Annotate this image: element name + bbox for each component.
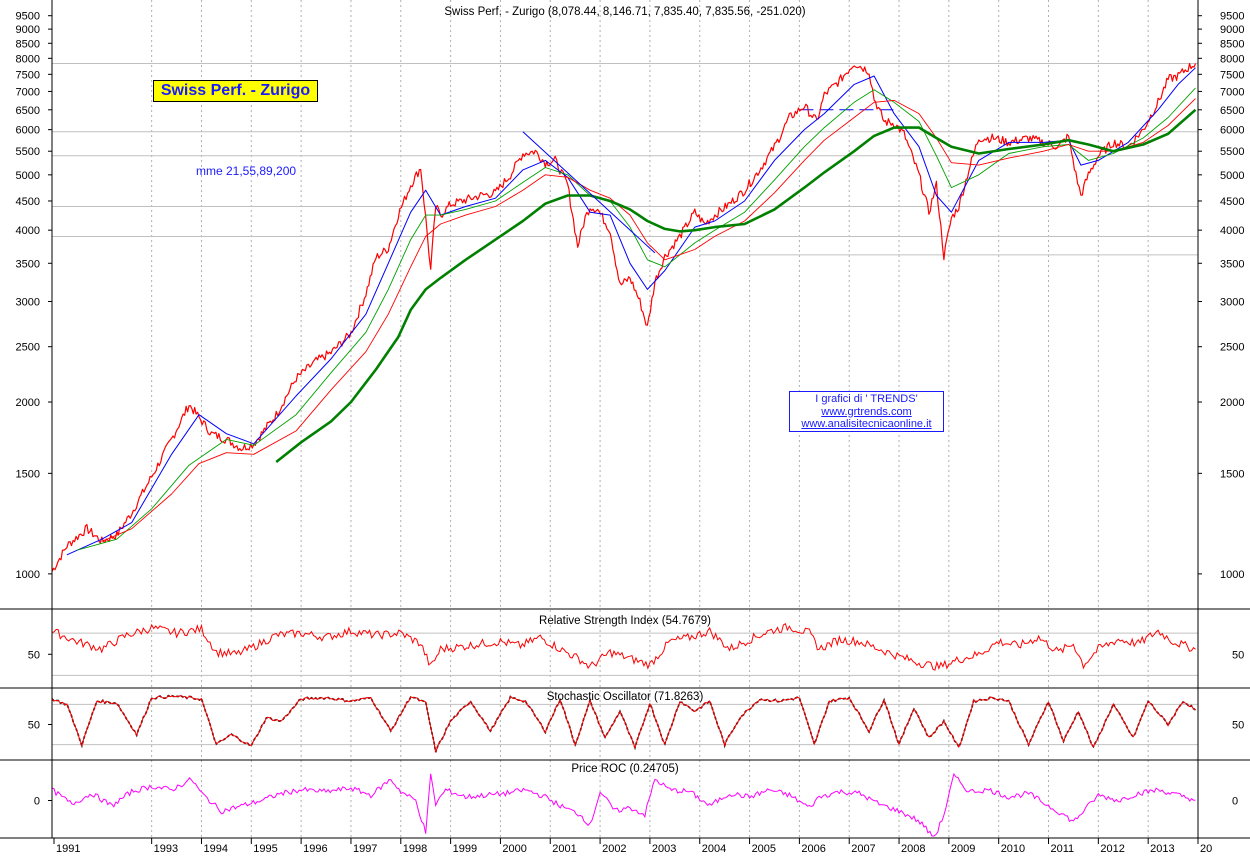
y-tick-label-left-5500: 5500 [16, 146, 40, 158]
y-tick-label-right-6500: 6500 [1220, 105, 1244, 117]
x-tick-label-2004: 2004 [702, 843, 726, 855]
x-tick-label-2009: 2009 [951, 843, 975, 855]
y-tick-label-left-9000: 9000 [16, 24, 40, 36]
stoch-title: Stochastic Oscillator (71.8263) [547, 691, 704, 703]
y-tick-label-left-7000: 7000 [16, 86, 40, 98]
series-ema55 [76, 87, 1196, 551]
y-tick-label-left-8500: 8500 [16, 38, 40, 50]
watermark-line1: I grafici di ' TRENDS' [815, 393, 918, 405]
series-ema21 [66, 67, 1196, 556]
symbol-badge: Swiss Perf. - Zurigo [153, 80, 318, 102]
roc-title: Price ROC (0.24705) [571, 763, 679, 775]
x-tick-label-2008: 2008 [901, 843, 925, 855]
y-tick-label-right-9500: 9500 [1220, 11, 1244, 23]
x-tick-label-1998: 1998 [403, 843, 427, 855]
x-tick-label-2000: 2000 [502, 843, 526, 855]
series-ema89 [101, 98, 1196, 542]
y-tick-label-left-6500: 6500 [16, 105, 40, 117]
watermark-link-analisi[interactable]: www.analisitecnicaonline.it [801, 418, 932, 430]
x-tick-label-2003: 2003 [652, 843, 676, 855]
y-tick-label-right-7500: 7500 [1220, 69, 1244, 81]
y-tick-label-left-4500: 4500 [16, 196, 40, 208]
series-stochastic-oscillator [51, 694, 1196, 753]
y-tick-label-left-9500: 9500 [16, 11, 40, 23]
ema-legend: mme 21,55,89,200 [196, 164, 297, 178]
x-tick-label-2005: 2005 [752, 843, 776, 855]
y-tick-label-right-8000: 8000 [1220, 53, 1244, 65]
y-tick-label-left-1000: 1000 [16, 569, 40, 581]
x-tick-label-1991: 1991 [56, 843, 80, 855]
y-tick-label-left-7500: 7500 [16, 69, 40, 81]
y-tick-label-right-5500: 5500 [1220, 146, 1244, 158]
series-price [51, 62, 1197, 572]
watermark-box[interactable]: I grafici di ' TRENDS' www.grtrends.com … [789, 391, 944, 432]
pane2-y-label-right: 50 [1232, 720, 1244, 732]
y-tick-label-right-2000: 2000 [1220, 397, 1244, 409]
x-tick-label-1994: 1994 [203, 843, 227, 855]
series-trendline [522, 131, 656, 254]
y-tick-label-left-6000: 6000 [16, 125, 40, 137]
y-tick-label-left-2000: 2000 [16, 397, 40, 409]
y-tick-label-left-5000: 5000 [16, 170, 40, 182]
x-tick-label-1993: 1993 [154, 843, 178, 855]
y-tick-label-right-2500: 2500 [1220, 342, 1244, 354]
x-tick-label-1997: 1997 [353, 843, 377, 855]
y-tick-label-right-9000: 9000 [1220, 24, 1244, 36]
x-tick-label-1995: 1995 [253, 843, 277, 855]
pane1-y-label-right: 50 [1232, 649, 1244, 661]
y-tick-label-left-8000: 8000 [16, 53, 40, 65]
chart-title: Swiss Perf. - Zurigo (8,078.44, 8,146.71… [444, 6, 805, 18]
series-ema200 [275, 108, 1197, 464]
y-tick-label-right-5000: 5000 [1220, 170, 1244, 182]
x-tick-label-2010: 2010 [1001, 843, 1025, 855]
y-tick-label-right-6000: 6000 [1220, 125, 1244, 137]
y-tick-label-left-2500: 2500 [16, 342, 40, 354]
symbol-badge-label: Swiss Perf. - Zurigo [160, 82, 311, 99]
y-tick-label-left-3500: 3500 [16, 258, 40, 270]
pane3-y-label-left: 0 [34, 796, 40, 808]
pane2-y-label-left: 50 [28, 720, 40, 732]
pane3-y-label-right: 0 [1232, 796, 1238, 808]
watermark-link-grtrends[interactable]: www.grtrends.com [821, 405, 912, 418]
x-tick-label-1996: 1996 [303, 843, 327, 855]
x-tick-label-2007: 2007 [851, 843, 875, 855]
y-tick-label-right-1500: 1500 [1220, 468, 1244, 480]
y-tick-label-right-1000: 1000 [1220, 569, 1244, 581]
x-tick-label-2001: 2001 [552, 843, 576, 855]
x-tick-label-2011: 2011 [1051, 843, 1075, 855]
y-tick-label-right-4500: 4500 [1220, 196, 1244, 208]
series-price-roc [51, 772, 1196, 837]
x-tick-label-20: 20 [1200, 843, 1212, 855]
y-tick-label-left-3000: 3000 [16, 296, 40, 308]
x-tick-label-2002: 2002 [602, 843, 626, 855]
y-tick-label-right-3500: 3500 [1220, 258, 1244, 270]
y-tick-label-right-7000: 7000 [1220, 86, 1244, 98]
y-tick-label-right-3000: 3000 [1220, 296, 1244, 308]
x-tick-label-2013: 2013 [1150, 843, 1174, 855]
series-relative-strength-index [51, 622, 1196, 671]
y-tick-label-right-4000: 4000 [1220, 225, 1244, 237]
x-tick-label-2006: 2006 [801, 843, 825, 855]
x-tick-label-2012: 2012 [1100, 843, 1124, 855]
pane1-y-label-left: 50 [28, 649, 40, 661]
y-tick-label-left-1500: 1500 [16, 468, 40, 480]
y-tick-label-right-8500: 8500 [1220, 38, 1244, 50]
x-tick-label-1999: 1999 [453, 843, 477, 855]
y-tick-label-left-4000: 4000 [16, 225, 40, 237]
rsi-title: Relative Strength Index (54.7679) [539, 615, 711, 627]
